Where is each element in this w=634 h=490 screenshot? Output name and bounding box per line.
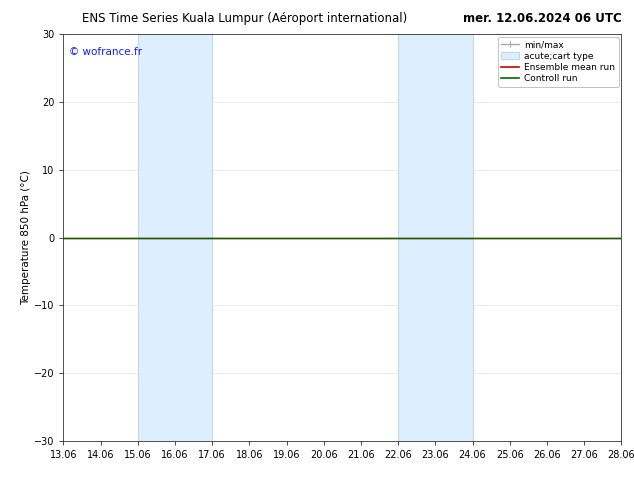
Bar	[138, 34, 212, 441]
Legend: min/max, acute;cart type, Ensemble mean run, Controll run: min/max, acute;cart type, Ensemble mean …	[498, 37, 619, 87]
Y-axis label: Temperature 850 hPa (°C): Temperature 850 hPa (°C)	[21, 170, 31, 305]
Bar	[398, 34, 472, 441]
Text: © wofrance.fr: © wofrance.fr	[69, 47, 142, 56]
Text: ENS Time Series Kuala Lumpur (Aéroport international): ENS Time Series Kuala Lumpur (Aéroport i…	[82, 12, 408, 25]
Text: mer. 12.06.2024 06 UTC: mer. 12.06.2024 06 UTC	[463, 12, 621, 25]
